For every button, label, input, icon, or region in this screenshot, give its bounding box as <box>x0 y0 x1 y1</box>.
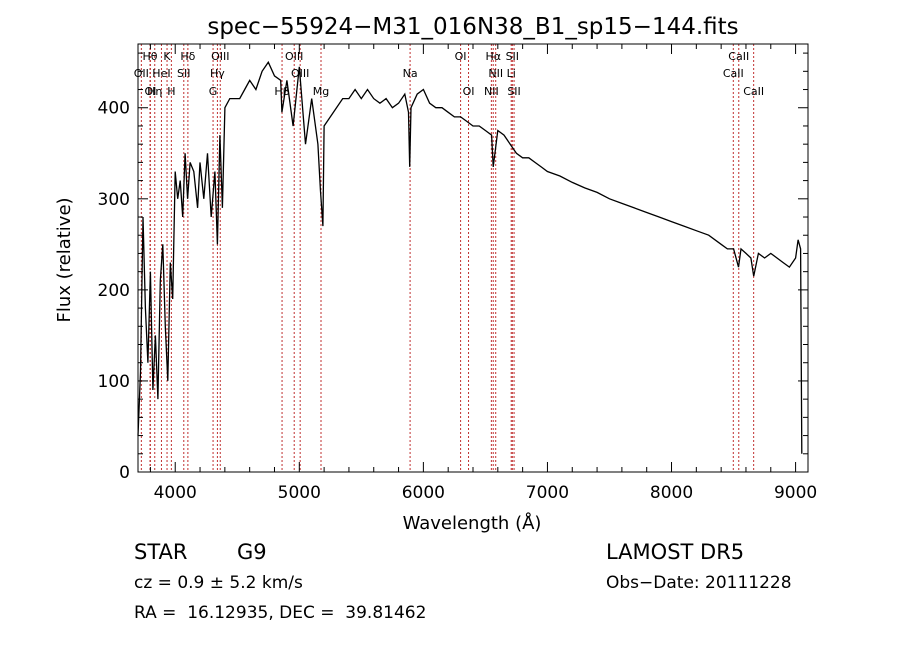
redshift-velocity: cz = 0.9 ± 5.2 km/s <box>134 573 303 593</box>
line-marker-label-0: Hθ <box>143 50 158 63</box>
line-marker-label-15: NII <box>488 67 503 80</box>
line-marker-label-3: OIII <box>211 50 229 63</box>
line-marker-label-17: CaII <box>723 67 744 80</box>
line-marker-label-20: H <box>167 85 175 98</box>
x-tick-label-2: 6000 <box>402 483 445 503</box>
x-tick-label-5: 9000 <box>774 483 817 503</box>
line-marker-label-2: Hδ <box>180 50 195 63</box>
y-axis-label: Flux (relative) <box>54 197 75 322</box>
chart-title: spec−55924−M31_016N38_B1_sp15−144.fits <box>207 14 738 40</box>
line-marker-label-24: OI <box>463 85 475 98</box>
object-subclass: G9 <box>237 540 267 564</box>
y-tick-label-0: 0 <box>119 463 130 483</box>
y-tick-label-2: 200 <box>98 281 130 301</box>
x-axis-ticks: 4000 5000 6000 7000 8000 9000 <box>149 44 817 503</box>
line-marker-label-1: K <box>163 50 171 63</box>
plot-frame <box>137 43 809 473</box>
x-tick-label-1: 5000 <box>278 483 321 503</box>
line-marker-label-8: CaII <box>728 50 749 63</box>
x-tick-label-3: 7000 <box>526 483 569 503</box>
y-tick-label-4: 400 <box>98 99 130 119</box>
line-marker-label-7: SII <box>506 50 519 63</box>
line-marker-label-9: OII <box>134 67 149 80</box>
x-tick-label-4: 8000 <box>650 483 693 503</box>
y-tick-label-1: 100 <box>98 372 130 392</box>
x-tick-label-0: 4000 <box>154 483 197 503</box>
line-marker-label-12: Hγ <box>210 67 225 80</box>
line-marker-label-19: Hη <box>147 85 162 98</box>
line-marker-label-26: SII <box>507 85 520 98</box>
line-marker-label-18: OI <box>144 85 156 98</box>
line-marker-label-21: G <box>209 85 218 98</box>
sky-coordinates: RA = 16.12935, DEC = 39.81462 <box>134 603 427 623</box>
spectrum-line <box>137 60 803 454</box>
survey-name: LAMOST DR5 <box>606 540 745 564</box>
line-marker-label-4: OIII <box>285 50 303 63</box>
y-axis-ticks: 0 100 200 300 400 <box>98 52 808 483</box>
observation-date: Obs−Date: 20111228 <box>606 573 792 593</box>
line-marker-label-25: NII <box>484 85 499 98</box>
y-tick-label-3: 300 <box>98 190 130 210</box>
line-marker-label-14: Na <box>403 67 418 80</box>
line-marker-label-5: OI <box>455 50 467 63</box>
line-marker-label-16: Li <box>507 67 516 80</box>
emission-line-markers <box>140 44 755 472</box>
line-marker-label-10: HeI <box>152 67 170 80</box>
x-axis-label: Wavelength (Å) <box>403 512 542 534</box>
line-marker-label-23: Mg <box>313 85 329 98</box>
line-marker-label-6: Hα <box>485 50 501 63</box>
line-marker-label-11: SII <box>177 67 190 80</box>
object-class: STAR <box>134 540 188 564</box>
line-marker-label-27: CaII <box>743 85 764 98</box>
